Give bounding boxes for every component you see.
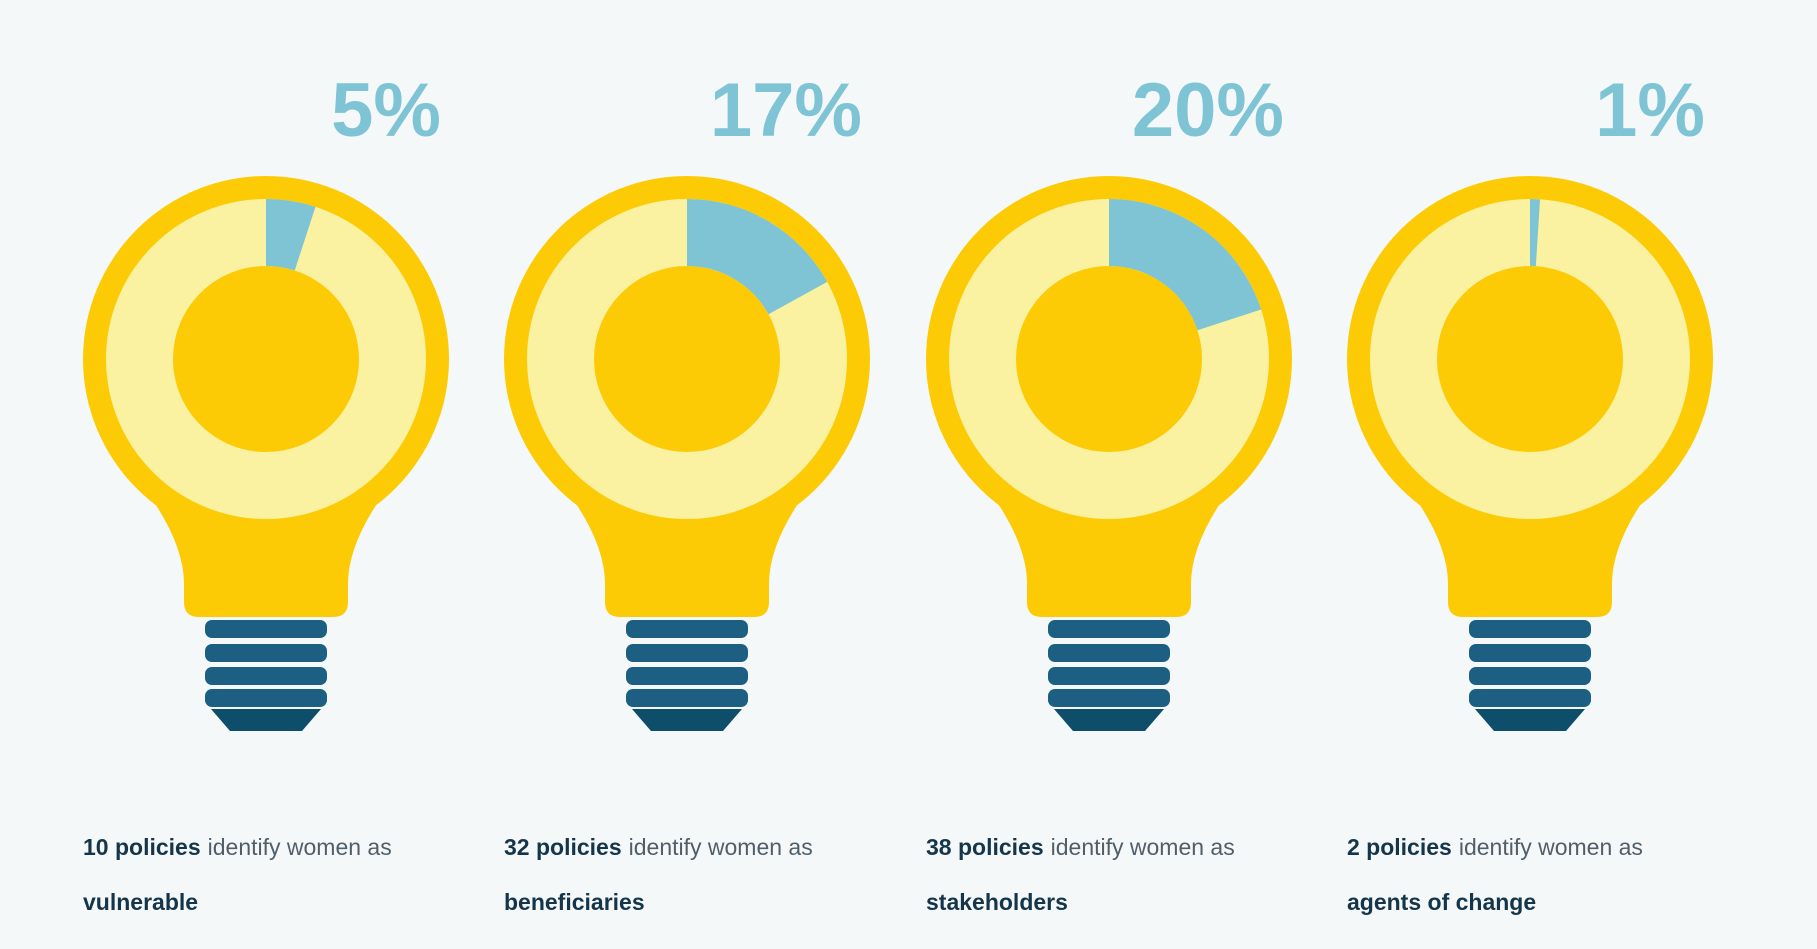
screw-band — [1469, 689, 1591, 707]
screw-band — [1048, 689, 1170, 707]
bulb — [83, 176, 449, 731]
caption-role: stakeholders — [926, 889, 1068, 915]
caption-text: identify women as — [1459, 834, 1643, 860]
caption-text: identify women as — [1051, 834, 1235, 860]
bulb — [926, 176, 1292, 731]
donut-segment — [1109, 199, 1262, 331]
caption-count: 38 policies — [926, 834, 1044, 860]
caption-line: 38 policies identify women as — [926, 834, 1235, 860]
screw-band — [626, 689, 748, 707]
percent-label: 1% — [1595, 68, 1705, 153]
screw-band — [205, 644, 327, 662]
bulb — [1347, 176, 1713, 731]
caption-role: vulnerable — [83, 889, 198, 915]
bulb — [504, 176, 870, 731]
screw-band — [626, 644, 748, 662]
percent-label: 5% — [331, 68, 441, 153]
screw-tip — [211, 709, 321, 731]
caption-role: agents of change — [1347, 889, 1536, 915]
screw-band — [626, 620, 748, 638]
caption-line: 32 policies identify women as — [504, 834, 813, 860]
screw-band — [1048, 667, 1170, 685]
screw-band — [205, 689, 327, 707]
screw-band — [205, 620, 327, 638]
screw-band — [1469, 620, 1591, 638]
screw-band — [1469, 667, 1591, 685]
screw-tip — [1475, 709, 1585, 731]
caption-text: identify women as — [629, 834, 813, 860]
donut-segment — [266, 199, 316, 271]
caption-count: 2 policies — [1347, 834, 1452, 860]
screw-band — [1048, 620, 1170, 638]
caption-line: 10 policies identify women as — [83, 834, 392, 860]
caption-role: beneficiaries — [504, 889, 645, 915]
caption-line: 2 policies identify women as — [1347, 834, 1643, 860]
caption-text: identify women as — [208, 834, 392, 860]
percent-label: 20% — [1132, 68, 1284, 153]
screw-band — [1048, 644, 1170, 662]
screw-tip — [632, 709, 742, 731]
screw-band — [205, 667, 327, 685]
screw-band — [1469, 644, 1591, 662]
screw-tip — [1054, 709, 1164, 731]
percent-label: 17% — [710, 68, 862, 153]
screw-band — [626, 667, 748, 685]
caption-count: 32 policies — [504, 834, 622, 860]
caption-count: 10 policies — [83, 834, 201, 860]
donut-segment — [687, 199, 828, 315]
donut-segment — [1530, 199, 1541, 267]
